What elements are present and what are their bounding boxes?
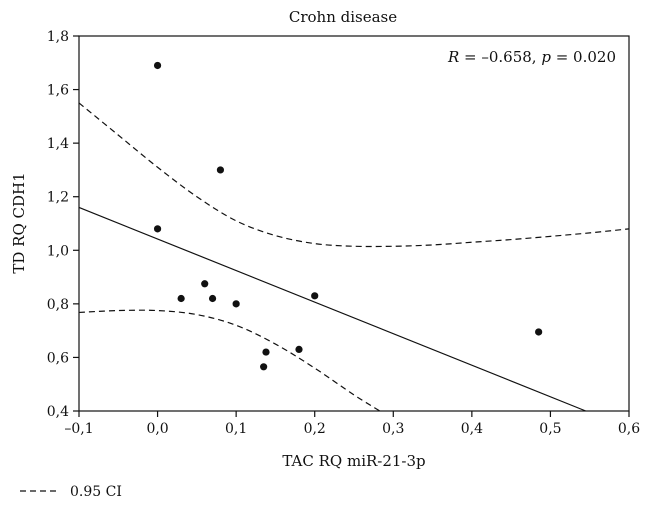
data-point — [177, 294, 185, 303]
data-point — [201, 280, 209, 288]
y-tick-label: 1,0 — [47, 243, 69, 259]
x-axis-title: TAC RQ miR-21-3p — [282, 452, 425, 470]
p-symbol: p — [541, 48, 551, 66]
data-point — [153, 225, 162, 233]
correlation-annotation: R = –0.658, p = 0.020 — [447, 48, 616, 66]
x-tick-label: 0,6 — [618, 421, 640, 437]
legend: 0.95 CI — [20, 484, 122, 500]
data-point — [208, 294, 217, 303]
x-tick-label: 0,0 — [146, 421, 168, 437]
x-tick-label: –0,1 — [64, 421, 93, 437]
x-tick-label: 0,4 — [461, 421, 483, 437]
data-point — [153, 61, 162, 70]
data-point — [535, 328, 543, 336]
plot-border — [78, 35, 630, 412]
x-tick-label: 0,1 — [225, 421, 247, 437]
legend-label-ci: 0.95 CI — [70, 484, 122, 500]
y-axis-title: TD RQ CDH1 — [10, 172, 28, 273]
y-axis: 0,4 0,6 0,8 1,0 1,2 1,4 1,6 1,8 — [47, 29, 79, 420]
chart-title: Crohn disease — [289, 8, 397, 26]
y-tick-label: 0,6 — [47, 350, 69, 366]
x-tick-label: 0,3 — [382, 421, 404, 437]
data-point — [260, 363, 268, 371]
y-tick-label: 1,2 — [47, 190, 69, 206]
data-point — [262, 348, 270, 356]
y-tick-label: 1,4 — [47, 136, 69, 152]
data-point — [295, 345, 303, 353]
r-value: = –0.658, — [459, 48, 541, 66]
y-tick-label: 0,8 — [47, 297, 69, 313]
x-axis: –0,1 0,0 0,1 0,2 0,3 0,4 0,5 0,6 — [64, 411, 640, 437]
y-tick-label: 0,4 — [47, 404, 69, 420]
plot-area — [78, 35, 630, 412]
data-point — [216, 166, 225, 174]
x-tick-label: 0,5 — [539, 421, 561, 437]
data-point — [311, 292, 319, 300]
ci-upper-curve — [78, 102, 630, 248]
y-tick-label: 1,8 — [47, 29, 69, 45]
regression-line — [78, 206, 587, 412]
data-point — [232, 300, 240, 308]
data-points — [153, 61, 543, 371]
p-value: = 0.020 — [551, 48, 616, 66]
r-symbol: R — [447, 48, 459, 66]
y-tick-label: 1,6 — [47, 83, 69, 99]
fit-lines — [78, 102, 630, 412]
x-tick-label: 0,2 — [304, 421, 326, 437]
ci-lower-curve — [78, 309, 381, 412]
